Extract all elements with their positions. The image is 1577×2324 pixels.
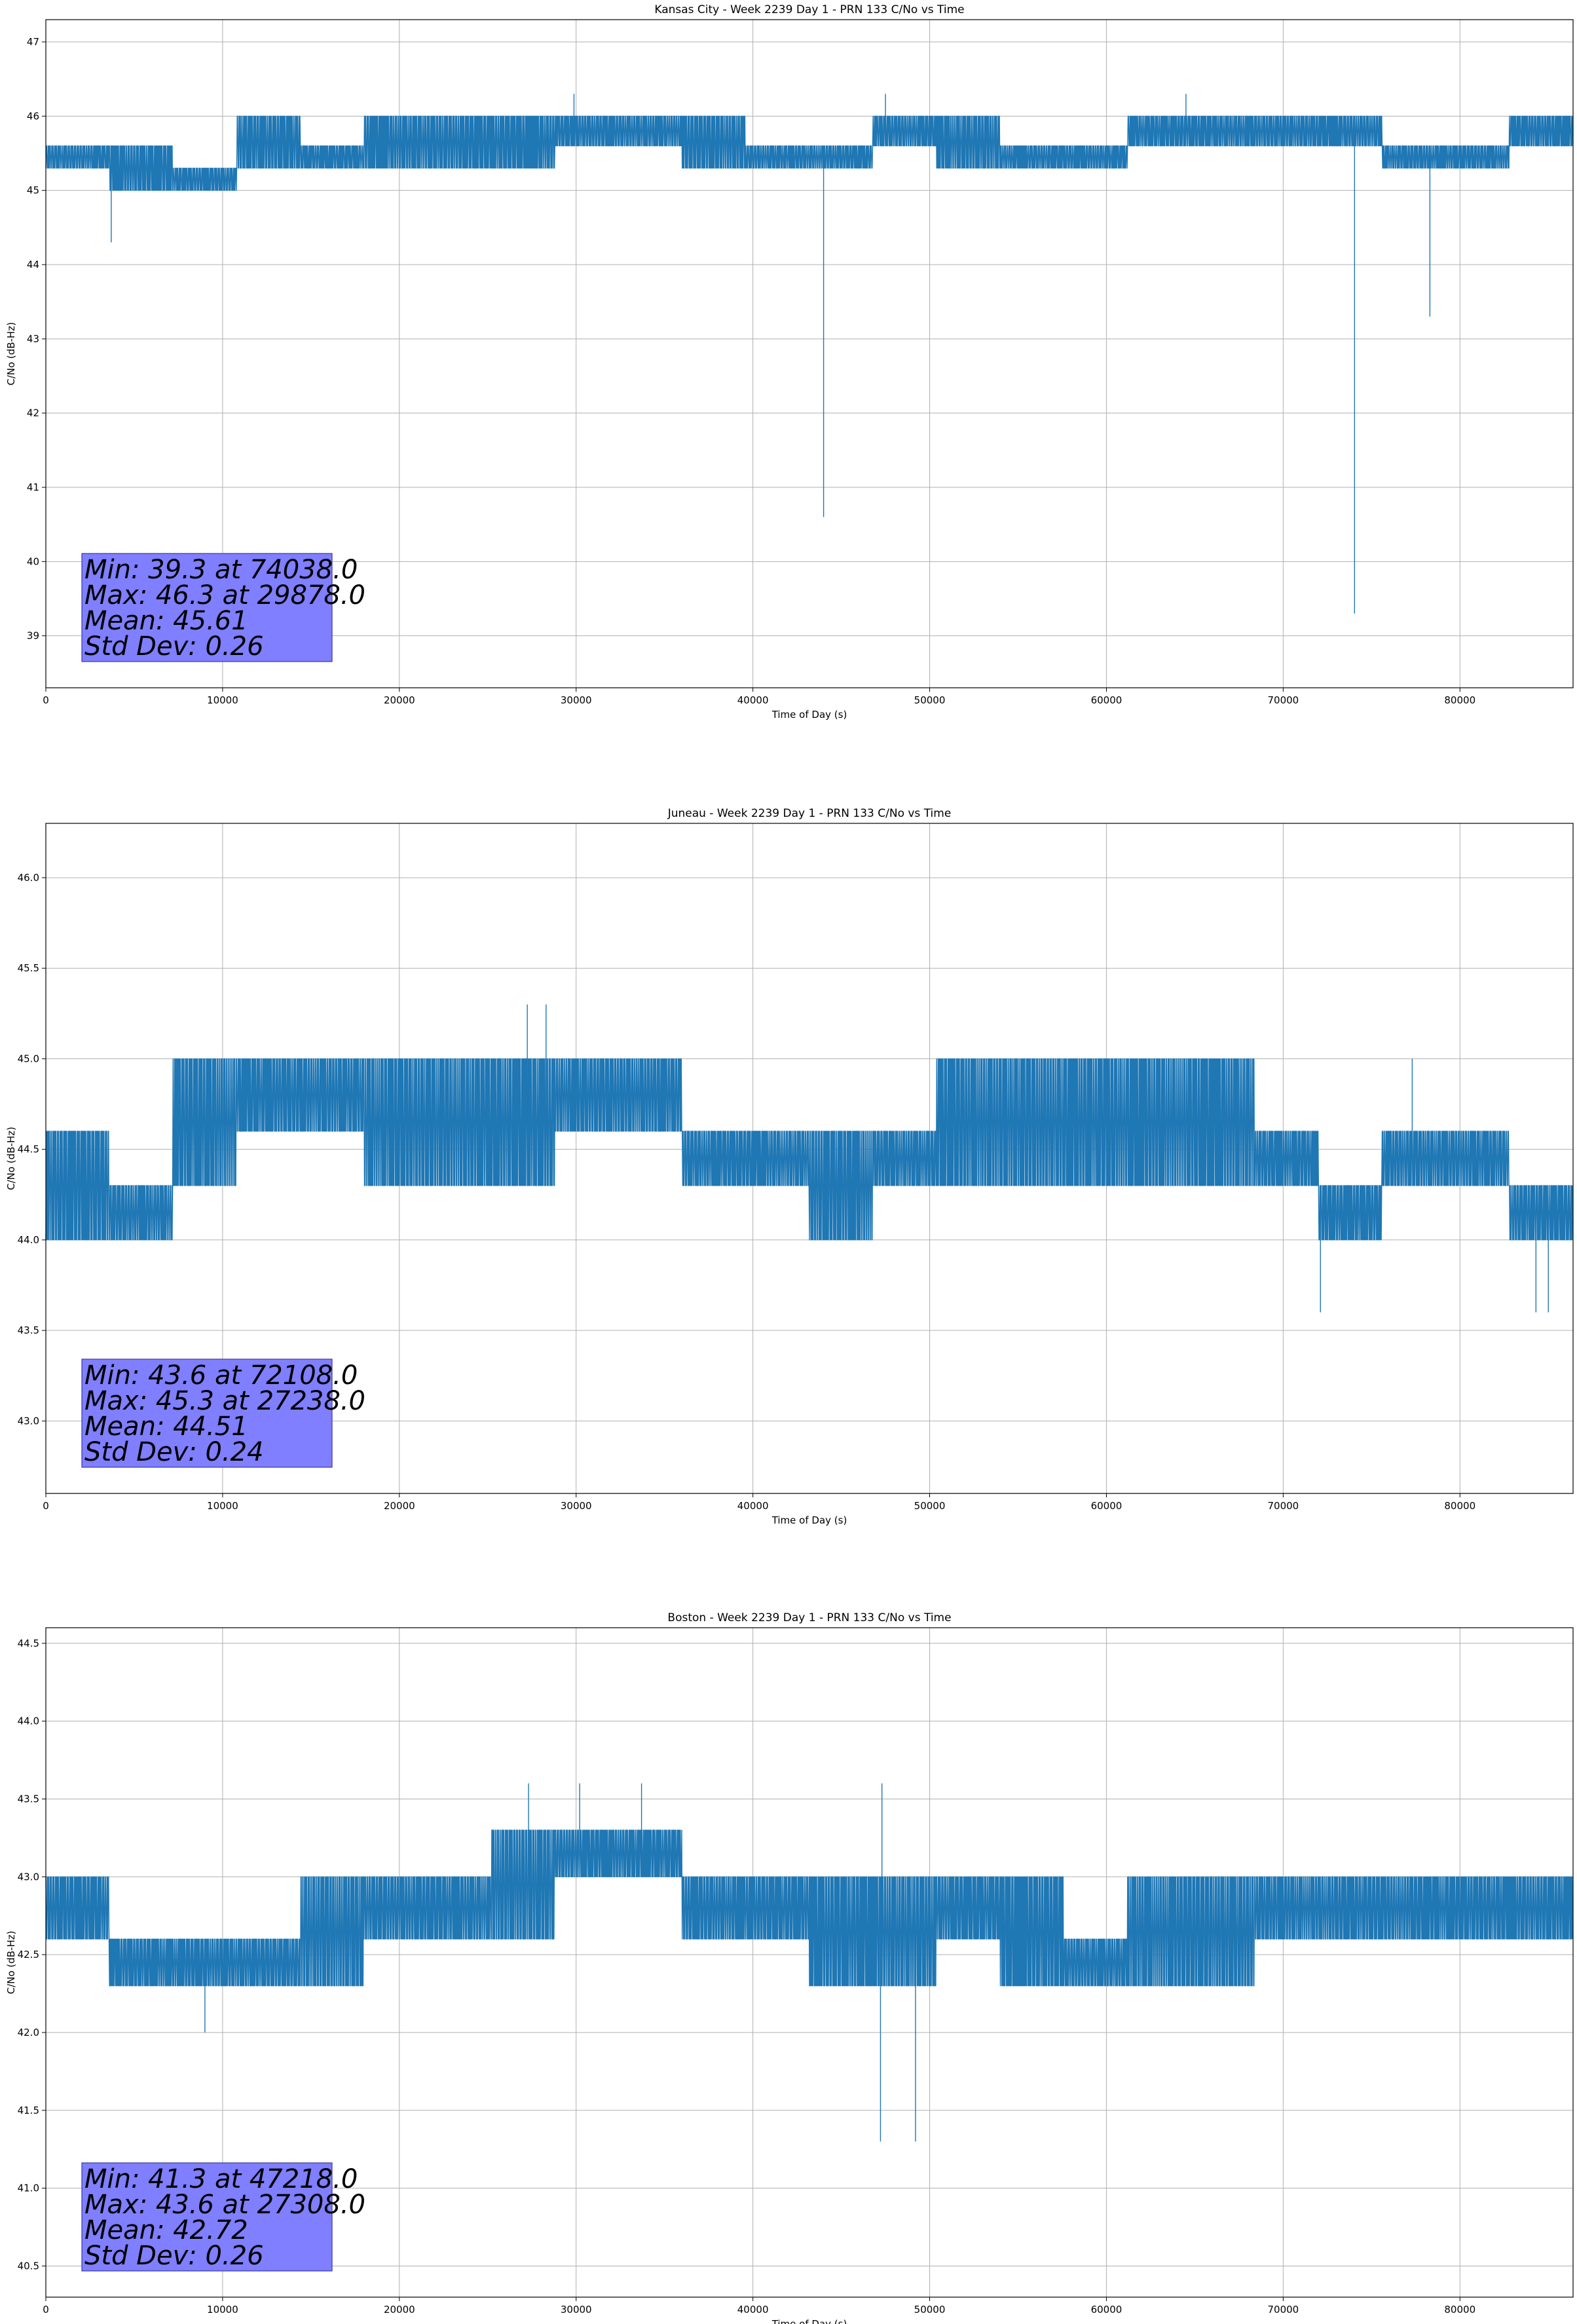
chart-panel-2: 0 10000 20000 30000 40000 50000 60000 70000 8000…: [5, 807, 1574, 1526]
y-tick-label: 46.0: [18, 872, 39, 884]
chart-title: Kansas City - Week 2239 Day 1 - PRN 133 …: [654, 3, 964, 16]
y-tick-label: 43.0: [18, 1871, 39, 1883]
x-tick-label: 30000: [561, 1500, 592, 1512]
stats-line: Std Dev: 0.24: [84, 1437, 264, 1467]
x-tick-label: 30000: [561, 2304, 592, 2315]
stats-line: Max: 46.3 at 29878.0: [84, 580, 365, 610]
y-tick-label: 43.0: [18, 1415, 39, 1427]
x-tick-label: 20000: [384, 694, 415, 706]
chart-title: Boston - Week 2239 Day 1 - PRN 133 C/No …: [667, 1611, 951, 1624]
x-tick-label: 50000: [914, 2304, 946, 2315]
x-tick-label: 0: [43, 2304, 49, 2315]
y-axis-label: C/No (dB-Hz): [5, 322, 17, 386]
y-tick-label: 45.0: [18, 1053, 39, 1064]
stats-line: Mean: 45.61: [84, 606, 248, 636]
y-tick-label: 39: [27, 630, 39, 642]
stats-line: Mean: 42.72: [84, 2215, 248, 2245]
y-tick-label: 45.5: [18, 962, 39, 974]
x-tick-label: 30000: [561, 694, 592, 706]
x-tick-label: 60000: [1091, 694, 1122, 706]
plot-frame: [45, 823, 1574, 1494]
y-tick-label: 41.5: [18, 2105, 39, 2116]
x-tick-label: 10000: [207, 2304, 238, 2315]
y-tick-label: 46: [27, 110, 39, 122]
x-tick-label: 0: [43, 694, 49, 706]
y-tick-label: 44.5: [18, 1638, 39, 1649]
y-tick-label: 43.5: [18, 1793, 39, 1805]
y-tick-label: 44: [27, 259, 39, 271]
x-tick-label: 80000: [1444, 694, 1475, 706]
stats-box: [81, 1359, 333, 1468]
x-tick-label: 80000: [1444, 2304, 1475, 2315]
x-tick-label: 60000: [1091, 1500, 1122, 1512]
x-tick-label: 20000: [384, 1500, 415, 1512]
x-tick-label: 20000: [384, 2304, 415, 2315]
y-tick-label: 42.0: [18, 2027, 39, 2038]
x-axis-label: Time of Day (s): [771, 2318, 847, 2324]
y-axis-label: C/No (dB-Hz): [5, 1127, 17, 1190]
y-tick-label: 40.5: [18, 2260, 39, 2272]
x-tick-label: 70000: [1267, 2304, 1299, 2315]
x-tick-label: 40000: [737, 2304, 769, 2315]
x-axis-label: Time of Day (s): [771, 1514, 847, 1526]
y-tick-label: 44.5: [18, 1144, 39, 1155]
series-trace: [45, 115, 1573, 191]
chart-panel-1: 0 10000 20000 30000 40000 50000 60000 70000 8000…: [5, 3, 1574, 721]
x-tick-label: 70000: [1267, 694, 1299, 706]
stats-line: Max: 43.6 at 27308.0: [84, 2190, 365, 2220]
x-axis-label: Time of Day (s): [771, 709, 847, 721]
stats-line: Std Dev: 0.26: [84, 2241, 264, 2271]
y-tick-label: 40: [27, 555, 39, 567]
series-trace: [45, 1829, 1573, 1987]
chart-panel-3: 0 10000 20000 30000 40000 50000 60000 70000 8000…: [5, 1611, 1574, 2324]
x-tick-label: 70000: [1267, 1500, 1299, 1512]
x-tick-label: 50000: [914, 1500, 946, 1512]
y-tick-label: 42.5: [18, 1949, 39, 1960]
stats-box: [81, 553, 333, 662]
series-trace: [45, 1058, 1573, 1241]
stats-line: Mean: 44.51: [84, 1412, 248, 1442]
stats-line: Min: 43.6 at 72108.0: [84, 1360, 358, 1391]
y-tick-label: 43.5: [18, 1324, 39, 1336]
plot-frame: [45, 1627, 1574, 2298]
stats-line: Min: 39.3 at 74038.0: [84, 555, 358, 585]
x-tick-label: 40000: [737, 694, 769, 706]
y-tick-label: 41: [27, 481, 39, 493]
y-tick-label: 42: [27, 407, 39, 419]
plot-frame: [45, 19, 1574, 688]
y-tick-label: 43: [27, 333, 39, 345]
x-tick-label: 80000: [1444, 1500, 1475, 1512]
y-tick-label: 45: [27, 185, 39, 197]
x-tick-label: 10000: [207, 1500, 238, 1512]
x-tick-label: 40000: [737, 1500, 769, 1512]
x-tick-label: 0: [43, 1500, 49, 1512]
x-tick-label: 10000: [207, 694, 238, 706]
y-axis-label: C/No (dB-Hz): [5, 1931, 17, 1995]
stats-line: Min: 41.3 at 47218.0: [84, 2164, 358, 2194]
x-tick-label: 50000: [914, 694, 946, 706]
x-tick-label: 60000: [1091, 2304, 1122, 2315]
stats-box: [81, 2162, 333, 2272]
chart-title: Juneau - Week 2239 Day 1 - PRN 133 C/No …: [667, 807, 952, 820]
stats-line: Std Dev: 0.26: [84, 631, 264, 662]
y-tick-label: 44.0: [18, 1715, 39, 1727]
y-tick-label: 47: [27, 36, 39, 48]
stats-line: Max: 45.3 at 27238.0: [84, 1386, 365, 1416]
y-tick-label: 44.0: [18, 1234, 39, 1246]
y-tick-label: 41.0: [18, 2183, 39, 2194]
